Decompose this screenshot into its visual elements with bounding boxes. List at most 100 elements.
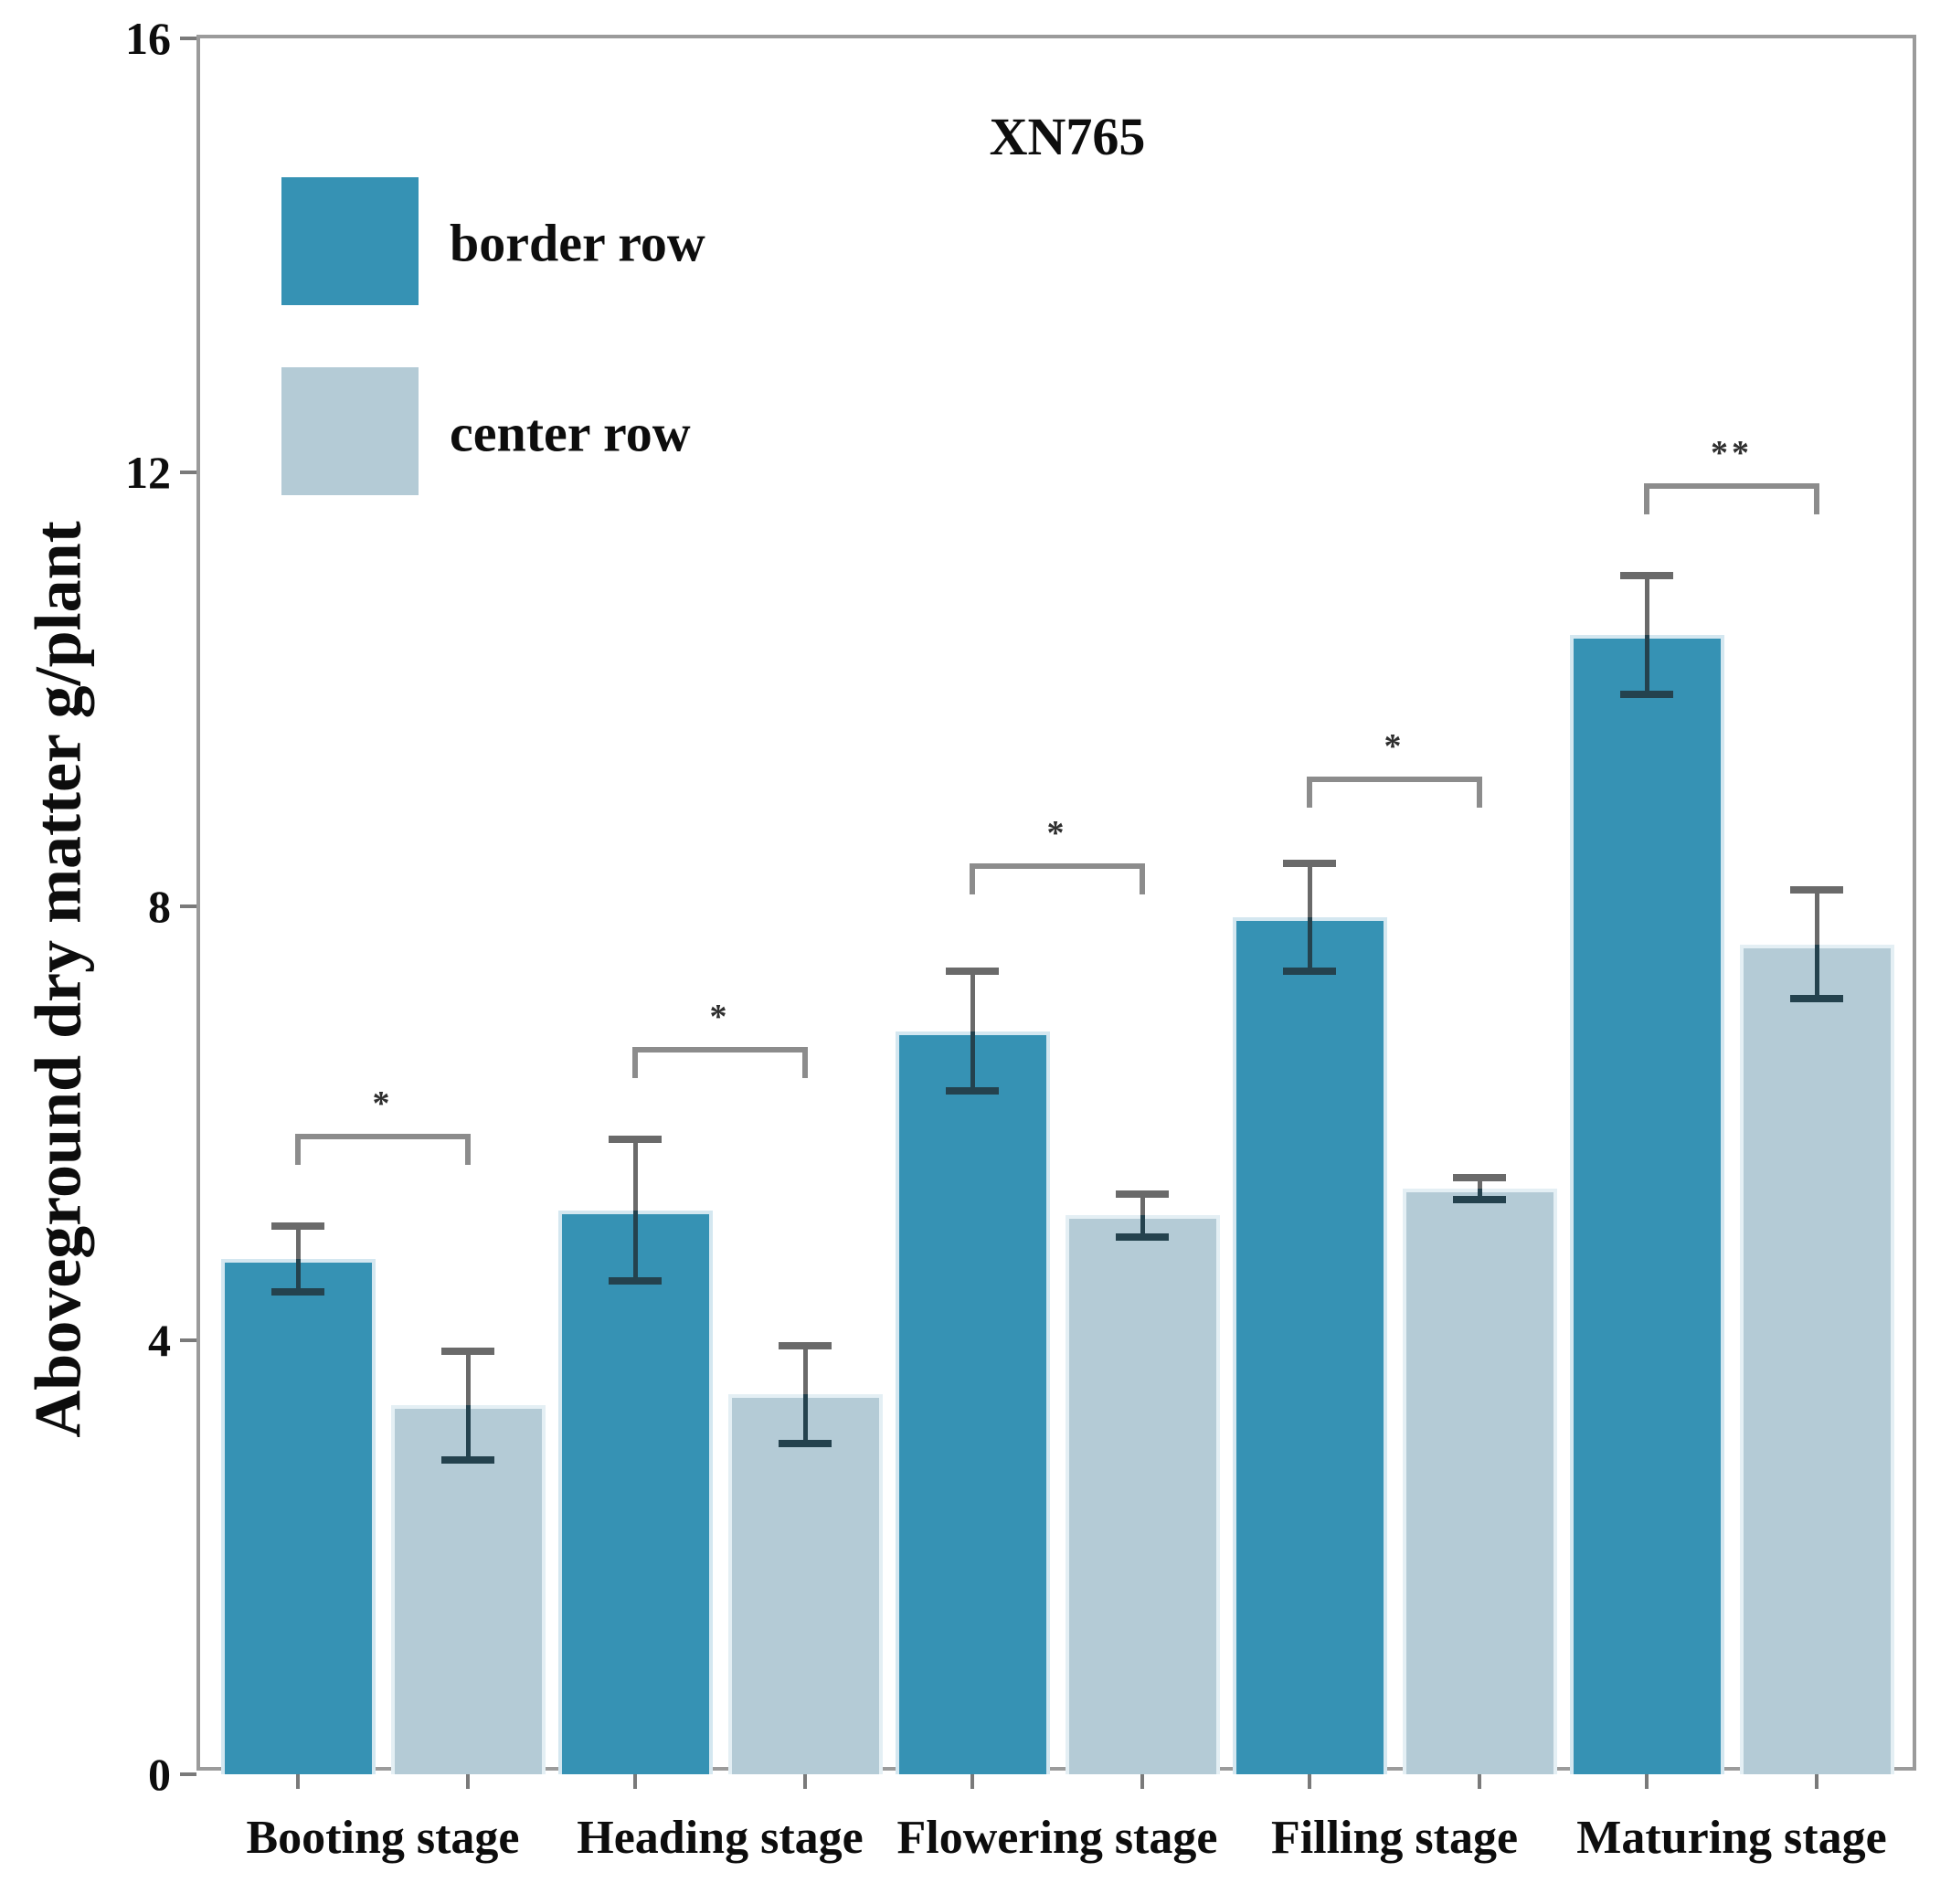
error-bar-cap-top [609, 1136, 662, 1144]
error-bar-cap-top [1790, 886, 1843, 894]
significance-bracket-leg-right [1477, 776, 1482, 808]
error-bar-cap-top [441, 1347, 494, 1355]
error-bar-cap-top [946, 968, 999, 976]
significance-bracket-leg-right [1814, 482, 1819, 514]
error-bar-whisker-upper [1814, 890, 1819, 945]
significance-bracket-leg-left [1307, 776, 1312, 808]
x-axis-tick [1140, 1774, 1144, 1789]
error-bar-whisker-lower [632, 1210, 638, 1281]
error-bar-cap-top [1453, 1173, 1506, 1181]
error-bar-whisker-lower [970, 1031, 975, 1091]
significance-bracket [1307, 776, 1482, 782]
significance-marker: * [372, 1084, 394, 1124]
error-bar-cap-bottom [1620, 691, 1673, 699]
error-bar-cap-bottom [441, 1455, 494, 1464]
bar-center-row-2 [727, 1394, 883, 1774]
significance-marker: ** [1711, 433, 1753, 472]
x-axis-tick [1815, 1774, 1818, 1789]
error-bar-whisker-lower [802, 1394, 808, 1444]
bar-border-row-2 [557, 1210, 713, 1774]
x-axis-tick [1308, 1774, 1311, 1789]
x-axis-tick [1645, 1774, 1649, 1789]
chart-title: XN765 [989, 107, 1146, 166]
bar-border-row-1 [220, 1258, 376, 1774]
y-axis-tick-label: 4 [148, 1315, 171, 1366]
error-bar-whisker-lower [1140, 1215, 1145, 1238]
legend-swatch-border-row [281, 177, 419, 305]
significance-marker: * [709, 998, 731, 1037]
y-axis-tick [180, 1338, 196, 1342]
significance-bracket [1644, 482, 1819, 489]
significance-bracket-leg-left [970, 862, 975, 894]
legend-swatch-center-row [281, 367, 419, 495]
x-axis-tick [970, 1774, 974, 1789]
error-bar-whisker-upper [465, 1350, 471, 1406]
x-category-label: Filling stage [1270, 1812, 1519, 1864]
significance-bracket [970, 862, 1145, 869]
error-bar-whisker-upper [1644, 575, 1649, 636]
significance-marker: * [1046, 813, 1068, 852]
significance-bracket-leg-left [295, 1134, 301, 1166]
error-bar-whisker-upper [1140, 1193, 1145, 1216]
significance-marker: * [1384, 726, 1405, 766]
error-bar-cap-bottom [1283, 968, 1336, 976]
x-category-label: Booting stage [246, 1812, 520, 1864]
error-bar-cap-bottom [1453, 1195, 1506, 1203]
error-bar-cap-top [1620, 571, 1673, 579]
significance-bracket [632, 1047, 808, 1053]
error-bar-cap-top [779, 1341, 832, 1349]
y-axis-tick [180, 37, 196, 40]
error-bar-cap-bottom [271, 1287, 324, 1296]
plot-area: 0 4 8 12 16 * Booting stage * Heading stage * Flow… [125, 16, 1916, 1862]
error-bar-cap-bottom [1790, 994, 1843, 1002]
significance-bracket-leg-left [1644, 482, 1649, 514]
y-axis-tick-label: 8 [148, 881, 171, 932]
error-bar-whisker-upper [295, 1226, 301, 1259]
error-bar-whisker-upper [632, 1139, 638, 1211]
x-axis-tick [466, 1774, 470, 1789]
x-axis-tick [1478, 1774, 1481, 1789]
error-bar-whisker-upper [1307, 862, 1312, 917]
x-category-label: Flowering stage [896, 1812, 1218, 1864]
bar-border-row-5 [1569, 635, 1724, 1774]
error-bar-whisker-upper [970, 971, 975, 1031]
legend-label-border-row: border row [450, 213, 705, 273]
bar-border-row-4 [1232, 916, 1387, 1774]
error-bar-whisker-lower [1644, 635, 1649, 695]
legend-label-center-row: center row [450, 403, 691, 463]
bar-center-row-5 [1739, 944, 1894, 1774]
x-axis-tick [296, 1774, 300, 1789]
error-bar-whisker-lower [1307, 916, 1312, 972]
error-bar-cap-bottom [609, 1276, 662, 1285]
y-axis-tick [180, 471, 196, 474]
x-category-label: Heading stage [577, 1812, 864, 1864]
x-axis-tick [803, 1774, 807, 1789]
y-axis-tick-label: 12 [125, 447, 171, 498]
error-bar-cap-top [271, 1222, 324, 1231]
error-bar-whisker-lower [465, 1405, 471, 1460]
y-axis-tick-label: 0 [148, 1749, 171, 1800]
bar-center-row-3 [1065, 1215, 1220, 1774]
error-bar-cap-bottom [779, 1439, 832, 1447]
error-bar-cap-top [1283, 859, 1336, 867]
error-bar-cap-bottom [1116, 1233, 1169, 1242]
error-bar-whisker-lower [295, 1258, 301, 1292]
y-axis-title: Aboveground dry matter g/plant [21, 521, 95, 1438]
error-bar-whisker-lower [1477, 1188, 1482, 1200]
error-bar-whisker-upper [1477, 1177, 1482, 1189]
error-bar-whisker-lower [1814, 944, 1819, 999]
significance-bracket-leg-left [632, 1047, 638, 1079]
x-category-label: Maturing stage [1576, 1812, 1887, 1864]
y-axis-tick [180, 904, 196, 908]
bar-center-row-4 [1402, 1188, 1557, 1774]
significance-bracket [295, 1134, 471, 1140]
error-bar-cap-bottom [946, 1086, 999, 1095]
y-axis-tick-label: 16 [125, 13, 171, 64]
significance-bracket-leg-right [1140, 862, 1145, 894]
x-axis-tick [633, 1774, 637, 1789]
error-bar-whisker-upper [802, 1345, 808, 1395]
bar-border-row-3 [895, 1031, 1050, 1774]
error-bar-cap-top [1116, 1190, 1169, 1198]
significance-bracket-leg-right [465, 1134, 471, 1166]
